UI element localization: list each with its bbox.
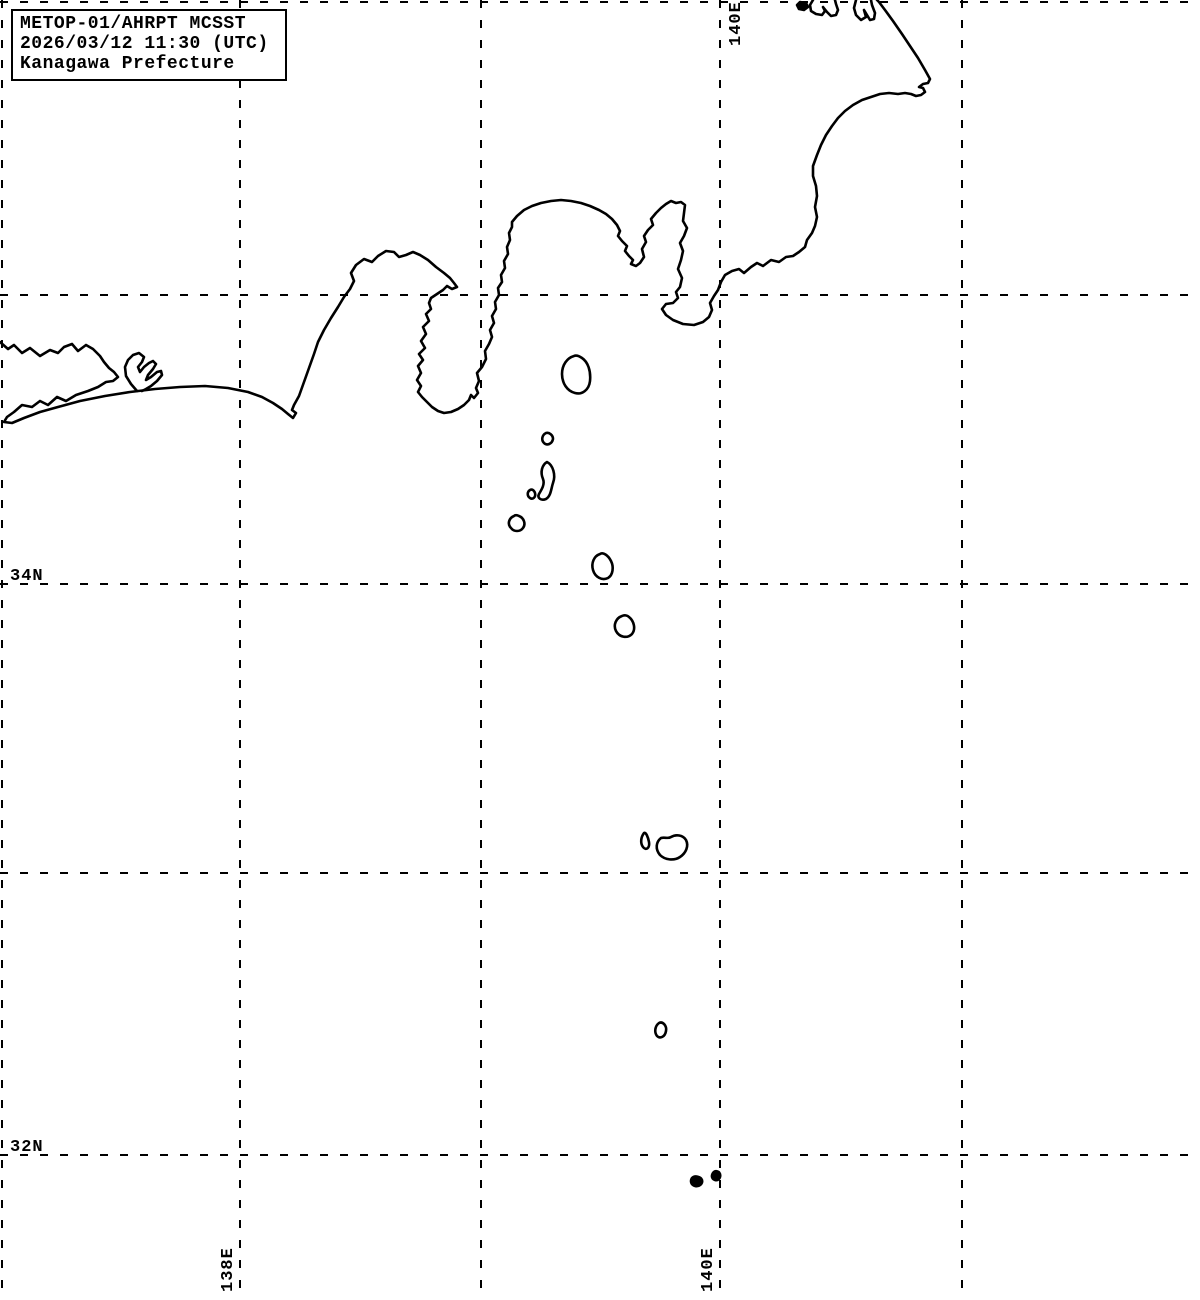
island-rock-east [710,1169,722,1182]
island-layer [507,354,722,1188]
coast-tokyo-bay-dot [795,0,810,12]
graticule-label-layer: 138E 140E 140E 34N 32N [10,1,746,1292]
parallel-label-left: 34N [10,567,44,586]
satellite-product-title: METOP-01/AHRPT MCSST [20,14,247,34]
island-rock-west [689,1175,704,1188]
island-aogashima [653,1021,668,1039]
info-box: METOP-01/AHRPT MCSST 2026/03/12 11:30 (U… [11,9,287,81]
island-jinai [526,488,537,500]
island-hachijokojima [639,831,651,851]
island-niijima [537,460,556,501]
meridian-label-bottom: 138E [219,1247,238,1292]
meridian-label-bottom: 140E [699,1247,718,1292]
island-miyakejima [613,614,636,639]
island-oshima [560,354,592,395]
island-shikinejima [507,513,526,533]
coast-tokyo-bay-head [808,0,840,18]
island-kozushima [591,552,614,581]
coastline-layer [0,0,932,425]
island-hachijojima [655,834,689,861]
meridian-label-top: 140E [727,1,746,46]
coast-honshu-boso [0,0,932,425]
coast-chiba-inlet [852,0,877,22]
region-name: Kanagawa Prefecture [20,54,235,74]
parallel-label-left: 32N [10,1138,44,1157]
coast-lake-hamana [123,351,164,393]
island-toshima [540,431,555,446]
observation-datetime: 2026/03/12 11:30 (UTC) [20,34,269,54]
